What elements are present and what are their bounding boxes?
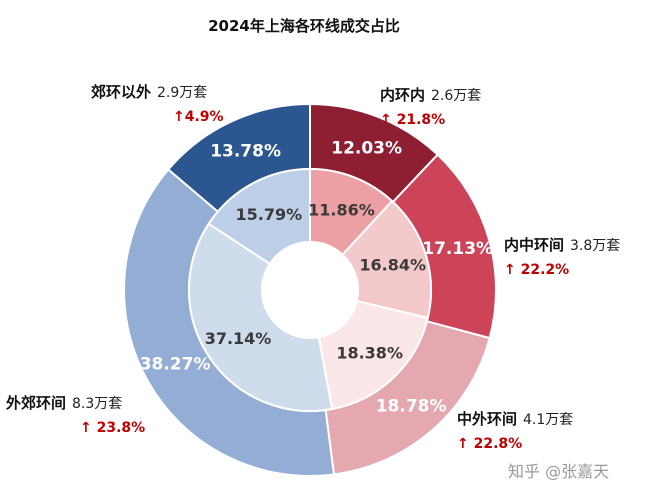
segment-2-inner-pct: 16.84% bbox=[359, 256, 426, 275]
segment-labels: 内环内 2.6万套 ↑ 21.8% 内中环间 3.8万套↑ 22.2% 中外环间 4.1万套… bbox=[5, 83, 620, 452]
segment-1-label: 内环内 2.6万套 bbox=[380, 86, 481, 104]
segment-3-inner-pct: 18.38% bbox=[336, 344, 403, 363]
segment-4-volume: 8.3万套 bbox=[72, 396, 122, 412]
segment-3-volume: 4.1万套 bbox=[523, 412, 573, 428]
segment-2-change: ↑ 22.2% bbox=[504, 262, 569, 278]
segment-2-outer-pct: 17.13% bbox=[422, 239, 493, 259]
inner-ring bbox=[188, 167, 432, 412]
segment-1-outer-pct: 12.03% bbox=[331, 138, 402, 158]
segment-5-name: 郊环以外 bbox=[91, 83, 151, 101]
segment-1-change: ↑ 21.8% bbox=[380, 112, 445, 128]
segment-4-outer-pct: 38.27% bbox=[140, 354, 211, 374]
segment-5-change: ↑4.9% bbox=[173, 109, 224, 125]
segment-4-inner-pct: 37.14% bbox=[205, 329, 272, 348]
segment-2-label: 内中环间 3.8万套 bbox=[504, 236, 620, 254]
segment-1-inner-pct: 11.86% bbox=[308, 200, 375, 219]
segment-1-volume: 2.6万套 bbox=[431, 88, 481, 104]
segment-3-label: 中外环间 4.1万套 bbox=[457, 410, 573, 428]
segment-5-volume: 2.9万套 bbox=[157, 85, 207, 101]
outer-ring bbox=[123, 102, 497, 477]
segment-1-name: 内环内 bbox=[380, 86, 425, 104]
segment-3-change: ↑ 22.8% bbox=[457, 436, 522, 452]
segment-4-change: ↑ 23.8% bbox=[80, 420, 145, 436]
segment-5-inner-pct: 15.79% bbox=[236, 205, 303, 224]
segment-2-volume: 3.8万套 bbox=[570, 238, 620, 254]
segment-3-outer-pct: 18.78% bbox=[376, 396, 447, 416]
segment-3-name: 中外环间 bbox=[457, 410, 517, 428]
segment-3-inner-slice bbox=[317, 299, 429, 411]
segment-4-label: 外郊环间 8.3万套 bbox=[5, 394, 122, 412]
percent-labels: 12.03% 11.86% 17.13%16.84% 18.78% 18.38% 38.2… bbox=[140, 138, 493, 416]
segment-5-outer-pct: 13.78% bbox=[210, 142, 281, 162]
segment-5-label: 郊环以外 2.9万套 bbox=[91, 83, 207, 101]
segment-2-name: 内中环间 bbox=[504, 236, 564, 254]
chart-title: 2024年上海各环线成交占比 bbox=[208, 17, 400, 35]
watermark: 知乎 @张嘉天 bbox=[508, 462, 609, 481]
segment-5-inner-slice bbox=[207, 167, 311, 266]
segment-4-name: 外郊环间 bbox=[5, 394, 66, 412]
segment-2-inner-slice bbox=[341, 199, 432, 320]
segment-4-inner-slice bbox=[188, 222, 334, 412]
